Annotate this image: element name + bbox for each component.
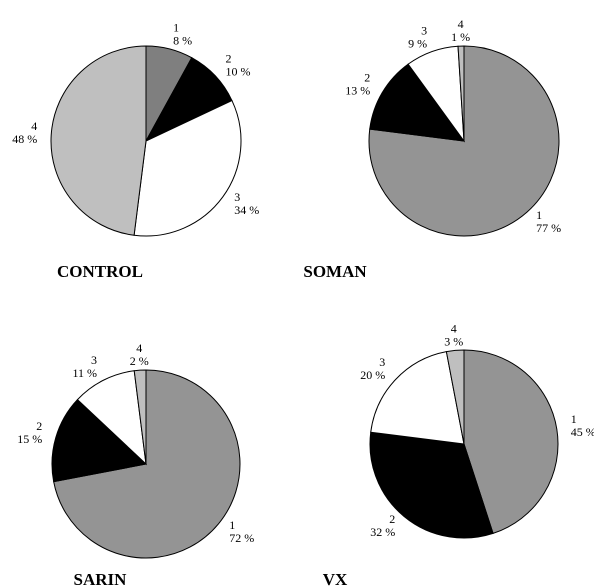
pie-slice-2 — [51, 398, 148, 483]
slice-category-label: 4 — [451, 322, 457, 336]
slice-category-label: 3 — [234, 190, 240, 204]
slice-percent-label: 9 % — [408, 36, 427, 50]
slice-category-label: 3 — [91, 353, 97, 367]
slice-percent-label: 20 % — [360, 368, 385, 382]
pie-chart-control: 18 % 210 % 334 % 448 % CONTROL — [12, 20, 259, 281]
slice-percent-label: 3 % — [444, 335, 463, 349]
slice-percent-label: 72 % — [229, 531, 254, 545]
pie-slice-2 — [369, 431, 494, 539]
slice-category-label: 1 — [173, 20, 179, 34]
slice-percent-label: 8 % — [173, 33, 192, 47]
slice-category-label: 2 — [389, 512, 395, 526]
slice-category-label: 4 — [458, 17, 464, 31]
slice-category-label: 4 — [136, 341, 142, 355]
slice-percent-label: 34 % — [234, 203, 259, 217]
chart-title: SARIN — [74, 570, 128, 587]
slice-category-label: 2 — [36, 419, 42, 433]
pie-slice-1 — [53, 369, 241, 559]
pie-slice-4 — [457, 45, 465, 142]
pie-slice-4 — [133, 369, 147, 465]
slice-percent-label: 11 % — [72, 366, 97, 380]
pie-slice-1 — [463, 349, 559, 535]
slice-category-label: 1 — [536, 208, 542, 222]
slice-percent-label: 48 % — [12, 132, 37, 146]
slice-percent-label: 15 % — [17, 432, 42, 446]
slice-category-label: 1 — [229, 518, 235, 532]
slice-category-label: 4 — [31, 119, 37, 133]
slice-percent-label: 1 % — [451, 30, 470, 44]
slice-percent-label: 32 % — [370, 525, 395, 539]
chart-title: CONTROL — [57, 262, 143, 281]
pie-slice-3 — [370, 351, 465, 445]
slice-percent-label: 13 % — [345, 84, 370, 98]
chart-title: SOMAN — [303, 262, 367, 281]
slice-category-label: 1 — [571, 412, 577, 426]
pie-slice-4 — [445, 349, 465, 445]
slice-category-label: 2 — [226, 51, 232, 65]
slice-percent-label: 10 % — [226, 64, 251, 78]
pie-chart-soman: 177 % 213 % 39 % 41 % SOMAN — [303, 17, 561, 281]
pie-slice-3 — [76, 370, 147, 466]
pie-chart-sarin: 172 % 215 % 311 % 42 % SARIN — [17, 341, 254, 587]
slice-percent-label: 45 % — [571, 425, 594, 439]
pie-chart-vx: 145 % 232 % 320 % 43 % VX — [323, 322, 594, 587]
slice-percent-label: 77 % — [536, 221, 561, 235]
slice-category-label: 3 — [379, 355, 385, 369]
slice-category-label: 3 — [421, 23, 427, 37]
chart-title: VX — [323, 570, 348, 587]
slice-category-label: 2 — [364, 71, 370, 85]
pie-slice-3 — [133, 99, 242, 237]
pie-slice-4 — [50, 45, 147, 236]
slice-percent-label: 2 % — [130, 354, 149, 368]
pie-slice-2 — [369, 63, 466, 142]
